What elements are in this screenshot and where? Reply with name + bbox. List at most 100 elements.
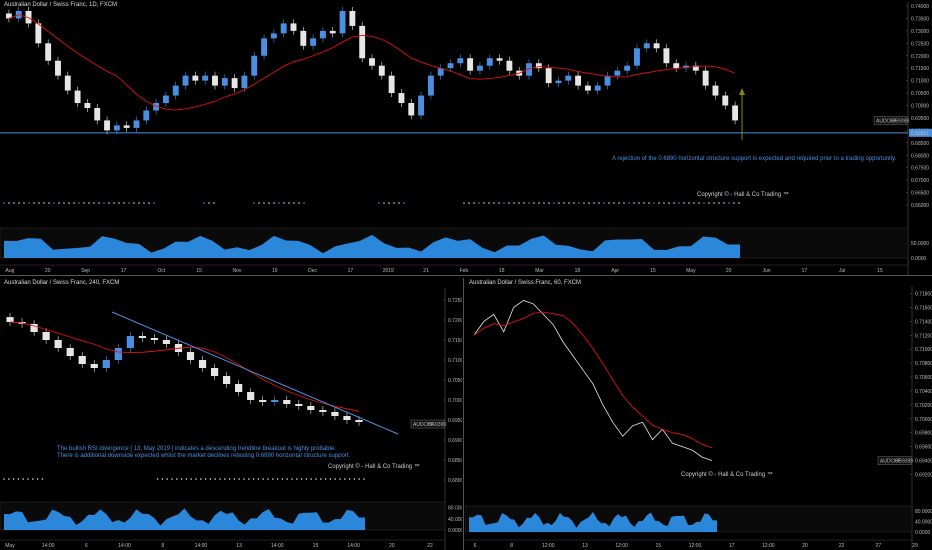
signal-dot [278, 202, 280, 204]
signal-dot [608, 202, 610, 204]
time-tick-label: 20 [389, 543, 395, 549]
signal-dot [248, 478, 250, 480]
time-tick-label: 14:00 [195, 543, 208, 549]
signal-dot [324, 478, 327, 480]
candle-body [247, 392, 255, 400]
signal-dot [32, 478, 34, 480]
time-tick-label: 14:00 [42, 543, 55, 549]
candle-body [702, 70, 709, 86]
time-tick-label: 14:00 [271, 543, 284, 549]
support-price-label: 0.68901 [911, 131, 929, 137]
time-tick-label: Sep [81, 268, 90, 274]
candle-body [84, 103, 91, 108]
signal-dot [563, 202, 565, 204]
signal-dot [103, 202, 105, 204]
signal-dot [233, 478, 236, 480]
price-tick-label: 0.71500 [448, 338, 462, 344]
candle-body [162, 340, 171, 344]
time-tick-label: 17 [802, 268, 808, 274]
time-tick-label: 6 [474, 543, 477, 549]
signal-dot [403, 202, 405, 204]
signal-dot [17, 478, 20, 480]
time-tick-label: 18 [575, 268, 581, 274]
signal-dot [703, 202, 705, 204]
price-tick-label: 0.73000 [911, 29, 929, 35]
rsi-tick-label: 0.0000 [911, 256, 927, 262]
signal-dot [653, 202, 655, 204]
candle-body [138, 336, 146, 338]
time-tick-label: 15 [650, 268, 656, 274]
time-tick-label: 17 [348, 268, 354, 274]
price-tick-label: 0.66500 [911, 191, 929, 197]
signal-dot [383, 202, 385, 204]
signal-dot [166, 478, 168, 480]
price-tick-label: 0.70500 [911, 91, 929, 97]
price-tick-label: 0.71500 [911, 66, 929, 72]
candle-body [624, 65, 631, 71]
price-tick-label: 0.69600 [915, 445, 932, 451]
price-tick-label: 0.67500 [911, 166, 929, 172]
candle-body [90, 364, 98, 368]
signal-dot [683, 202, 685, 204]
signal-dot [153, 202, 155, 204]
copyright-text: Copyright © - Hall & Co Trading ™ [697, 191, 789, 198]
candle-body [280, 23, 287, 34]
signal-dot [693, 202, 695, 204]
candle-body [486, 58, 493, 66]
signal-dot [738, 202, 740, 204]
candle-body [339, 10, 346, 34]
copyright-text: Copyright © - Hall & Co Trading ™ [328, 463, 420, 470]
price-tick-label: 0.69500 [448, 418, 462, 424]
h4-chart-svg[interactable]: 0.72500 0.72000 0.71500 0.71000 0.70500 0.700… [0, 278, 462, 550]
candle-body [457, 58, 464, 64]
signal-dot [224, 478, 226, 480]
time-tick-label: 12:00 [762, 543, 775, 549]
time-tick-label: 29 [912, 543, 918, 549]
price-tick-label: 0.69400 [915, 459, 932, 465]
ticker-tag-box [873, 116, 908, 125]
candle-body [283, 400, 291, 404]
time-tick-label: May [5, 543, 15, 549]
h4-note-line: There is additional downside expected wh… [57, 453, 350, 459]
candle-body [143, 110, 150, 121]
signal-dot [678, 202, 680, 204]
signal-dot [393, 202, 395, 204]
candle-body [102, 360, 110, 368]
signal-dot [733, 202, 735, 204]
price-tick-label: 0.71000 [448, 358, 462, 364]
vertical-divider[interactable] [463, 278, 464, 550]
candle-body [221, 78, 228, 86]
signal-dot [508, 202, 510, 204]
candle-body [123, 125, 130, 128]
signal-dot [286, 478, 289, 480]
candle-body [653, 43, 660, 49]
signal-dot [288, 202, 290, 204]
h1-chart-svg[interactable]: 0.71800 0.71600 0.71400 0.71200 0.71000 0.708… [465, 278, 932, 550]
signal-dot [598, 202, 600, 204]
signal-dot [263, 202, 265, 204]
signal-dot [41, 478, 44, 480]
signal-dot [623, 202, 625, 204]
signal-dot [388, 202, 390, 204]
candle-body [722, 95, 729, 106]
time-tick-label: 22 [839, 543, 845, 549]
time-tick-label: 15 [313, 543, 319, 549]
signal-dot [378, 202, 380, 204]
signal-dot [353, 478, 356, 480]
signal-dot [108, 202, 110, 204]
candle-body [319, 30, 326, 39]
signal-dot [273, 202, 275, 204]
signal-dot [13, 202, 15, 204]
signal-dot [123, 202, 125, 204]
signal-dot [161, 478, 164, 480]
price-tick-label: 0.69500 [911, 116, 929, 122]
horizontal-divider[interactable] [0, 275, 932, 276]
signal-dot [568, 202, 570, 204]
candle-body [634, 48, 640, 66]
time-tick-label: Feb [460, 268, 469, 274]
daily-chart-svg[interactable]: 0.74000 0.73500 0.73000 0.72500 0.72000 0.715… [0, 0, 932, 275]
price-tick-label: 0.72500 [911, 41, 929, 47]
candle-body [565, 75, 572, 81]
candle-body [202, 75, 209, 81]
ticker-tag-box [410, 419, 445, 429]
